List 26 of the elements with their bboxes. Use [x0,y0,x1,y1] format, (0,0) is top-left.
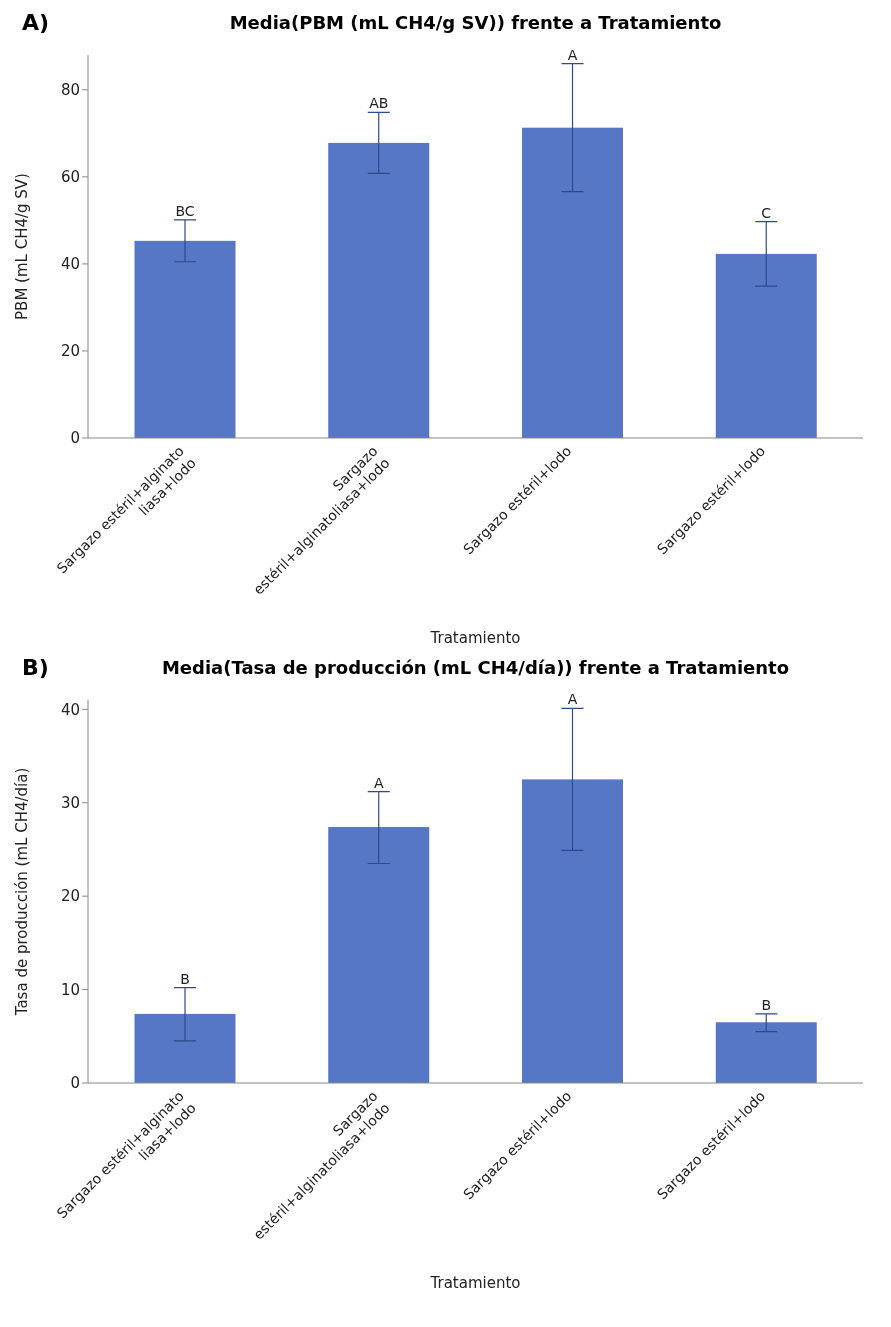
y-tick-label: 40 [60,255,80,274]
y-tick-label: 40 [60,700,80,719]
x-axis-title: Tratamiento [429,629,521,647]
y-tick-label: 20 [60,342,80,361]
y-axis-title: Tasa de producción (mL CH4/día) [13,767,32,1017]
annotation: BC [175,202,195,219]
y-tick-label: 80 [60,81,80,100]
y-tick-label: 10 [60,980,80,999]
chart-title: Media(PBM (mL CH4/g SV)) frente a Tratamiento [229,12,722,33]
y-tick-label: 0 [70,429,80,448]
y-tick-label: 30 [60,794,80,813]
annotation: A [373,774,384,791]
y-axis-title: PBM (mL CH4/g SV) [13,173,32,320]
annotation: AB [369,95,389,112]
chart-title: Media(Tasa de producción (mL CH4/día)) frente a Tratamiento [161,657,790,678]
text: A) [22,10,50,35]
annotation: B [180,970,190,987]
annotation: A [567,46,578,63]
annotation: B [761,996,772,1013]
y-tick-label: 20 [60,887,80,906]
x-axis-title: Tratamiento [429,1274,521,1292]
y-tick-label: 60 [60,168,80,187]
text: B) [22,655,49,680]
annotation: A [567,691,578,708]
annotation: C [761,204,772,221]
y-tick-label: 0 [70,1074,80,1093]
